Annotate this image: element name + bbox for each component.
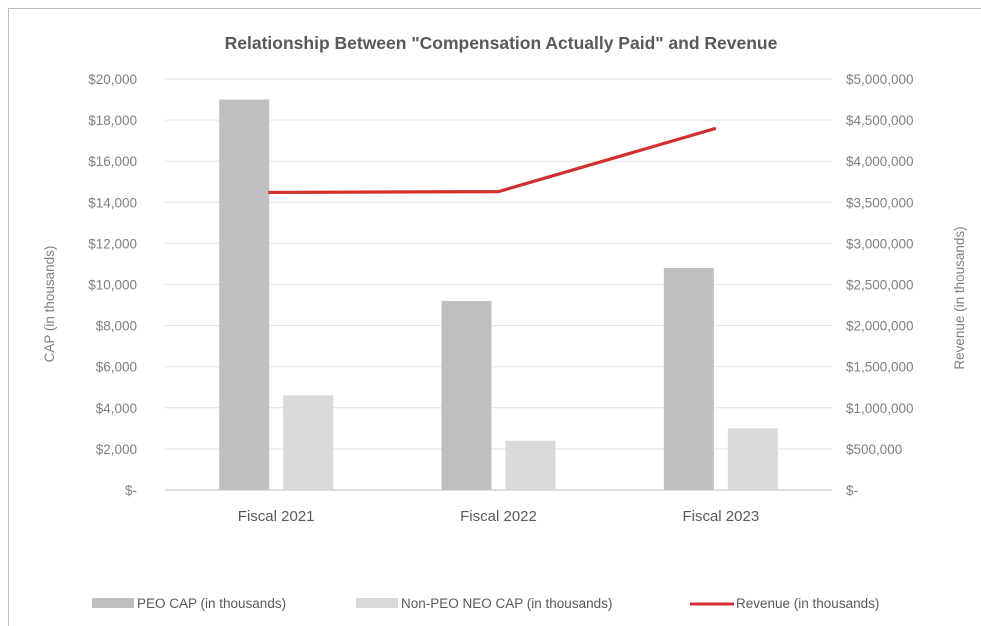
legend-non-peo-neo-cap-label: Non-PEO NEO CAP (in thousands) bbox=[401, 596, 612, 611]
non-peo-neo-cap-bar bbox=[505, 440, 556, 490]
y2-tick-label: $3,500,000 bbox=[846, 195, 914, 210]
category-label: Fiscal 2022 bbox=[460, 508, 537, 525]
y-tick-label: $2,000 bbox=[96, 442, 137, 457]
peo-cap-bar bbox=[219, 99, 270, 491]
legend: PEO CAP (in thousands) Non-PEO NEO CAP (i… bbox=[92, 596, 879, 611]
y2-tick-label: $5,000,000 bbox=[846, 72, 914, 87]
peo-cap-bar bbox=[663, 268, 714, 490]
y-tick-label: $4,000 bbox=[96, 401, 137, 416]
revenue-line bbox=[268, 126, 717, 195]
y-axis-label: CAP (in thousands) bbox=[42, 246, 57, 363]
left-axis-ticks: $- $2,000 $4,000 $6,000 $8,000 $10,000 $12,000… bbox=[88, 72, 137, 498]
category-label: Fiscal 2023 bbox=[682, 508, 759, 525]
y-tick-label: $6,000 bbox=[96, 360, 137, 375]
chart-title: Relationship Between "Compensation Actua… bbox=[225, 33, 778, 53]
y-tick-label: $14,000 bbox=[88, 195, 137, 210]
y2-tick-label: $- bbox=[846, 483, 858, 498]
y2-tick-label: $4,000,000 bbox=[846, 154, 914, 169]
category-label: Fiscal 2021 bbox=[238, 508, 315, 525]
y-tick-label: $10,000 bbox=[88, 278, 137, 293]
y-tick-label: $8,000 bbox=[96, 319, 137, 334]
y2-tick-label: $500,000 bbox=[846, 442, 902, 457]
y2-tick-label: $2,500,000 bbox=[846, 278, 914, 293]
non-peo-neo-cap-bar bbox=[727, 428, 778, 490]
category-labels: Fiscal 2021 Fiscal 2022 Fiscal 2023 bbox=[238, 508, 759, 525]
legend-peo-cap-label: PEO CAP (in thousands) bbox=[137, 596, 286, 611]
y2-tick-label: $2,000,000 bbox=[846, 319, 914, 334]
y-tick-label: $16,000 bbox=[88, 154, 137, 169]
y2-axis-label: Revenue (in thousands) bbox=[952, 226, 967, 369]
y-tick-label: $18,000 bbox=[88, 113, 137, 128]
gridlines bbox=[165, 78, 832, 491]
y-tick-label: $- bbox=[125, 483, 137, 498]
legend-non-peo-neo-cap-swatch bbox=[356, 598, 398, 608]
y2-tick-label: $4,500,000 bbox=[846, 113, 914, 128]
chart-frame bbox=[8, 8, 981, 626]
non-peo-neo-cap-bar bbox=[283, 395, 334, 490]
y2-tick-label: $1,000,000 bbox=[846, 401, 914, 416]
bar-marks bbox=[219, 99, 778, 491]
y-tick-label: $20,000 bbox=[88, 72, 137, 87]
y-tick-label: $12,000 bbox=[88, 236, 137, 251]
right-axis-ticks: $- $500,000 $1,000,000 $1,500,000 $2,000,000… bbox=[846, 72, 914, 498]
legend-peo-cap-swatch bbox=[92, 598, 134, 608]
y2-tick-label: $1,500,000 bbox=[846, 360, 914, 375]
peo-cap-bar bbox=[441, 300, 492, 490]
y2-tick-label: $3,000,000 bbox=[846, 236, 914, 251]
legend-revenue-label: Revenue (in thousands) bbox=[736, 596, 879, 611]
revenue-line-layer bbox=[268, 126, 717, 195]
